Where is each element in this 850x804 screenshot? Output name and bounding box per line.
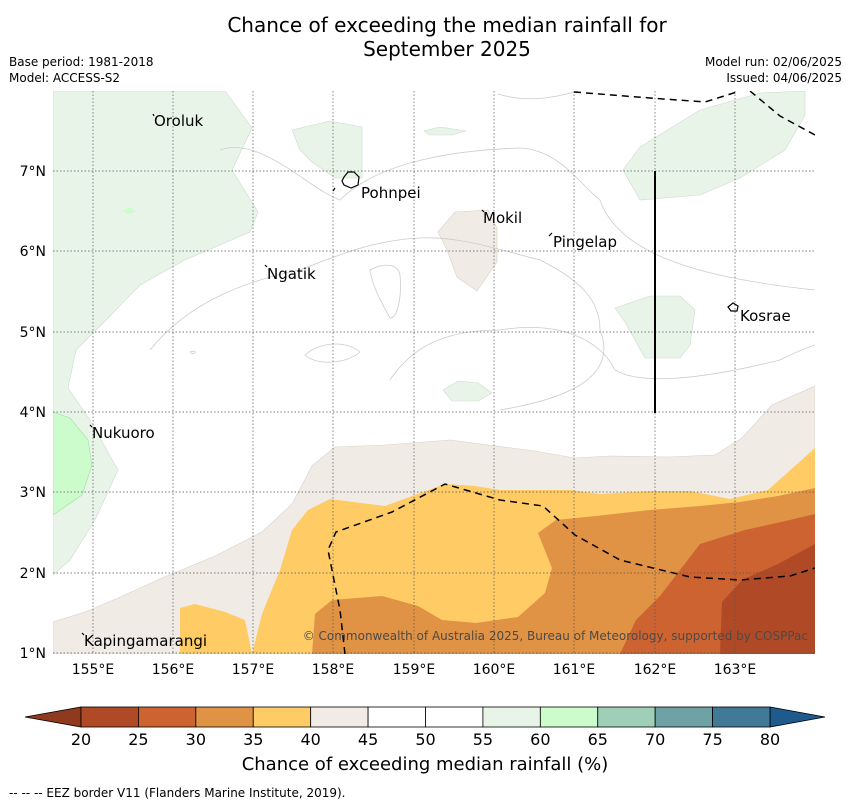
colorbar-tick-label: 50 (415, 730, 435, 749)
kosrae-island-icon (727, 302, 739, 312)
lat-label: 7°N (20, 164, 46, 180)
colorbar-tick-label: 70 (645, 730, 665, 749)
model-name: Model: ACCESS-S2 (9, 71, 121, 85)
place-oroluk: Oroluk (154, 112, 203, 130)
colorbar-under-arrow (24, 706, 82, 728)
probability-map: Oroluk Pohnpei Mokil Pingelap Ngatik Kos… (53, 91, 815, 654)
colorbar-segment (195, 706, 254, 728)
colorbar-tick-label: 30 (186, 730, 206, 749)
colorbar-tick-label: 25 (128, 730, 148, 749)
title-line-1: Chance of exceeding the median rainfall … (227, 13, 667, 37)
lat-label: 4°N (20, 405, 46, 421)
place-nukuoro: Nukuoro (92, 424, 155, 442)
green-zone-small-1 (442, 380, 493, 402)
eez-borders (327, 91, 815, 654)
colorbar-segment (654, 706, 713, 728)
nukuoro-marker (89, 424, 93, 428)
island-markers (81, 113, 739, 636)
colorbar-tick-label: 35 (243, 730, 263, 749)
place-ngatik: Ngatik (267, 265, 316, 283)
lon-label: 157°E (232, 662, 275, 678)
oroluk-marker (152, 113, 155, 117)
colorbar-segment (252, 706, 312, 728)
kapinga-marker (81, 632, 85, 636)
lat-label: 3°N (20, 485, 46, 501)
colorbar-tick-label: 80 (760, 730, 780, 749)
lon-label: 159°E (393, 662, 436, 678)
light-green-zone (53, 411, 93, 516)
colorbar-tick-label: 40 (300, 730, 320, 749)
place-mokil: Mokil (483, 209, 522, 227)
graticule (53, 91, 815, 654)
eez-legend-note: -- -- -- EEZ border V11 (Flanders Marine… (9, 786, 346, 800)
colorbar-segment (482, 706, 541, 728)
copyright-notice: © Commonwealth of Australia 2025, Bureau… (303, 629, 808, 643)
colorbar-tick-label: 45 (358, 730, 378, 749)
light-green-speck (122, 207, 136, 214)
colorbar-segment (425, 706, 484, 728)
green-zone-small-2 (423, 126, 467, 136)
colorbar-over-arrow (769, 706, 826, 728)
issued-date: Issued: 04/06/2025 (726, 71, 842, 85)
lon-label: 163°E (714, 662, 757, 678)
contour-lines (149, 91, 815, 411)
meta-right: Model run: 02/06/2025 Issued: 04/06/2025 (705, 54, 842, 86)
title-line-2: September 2025 (363, 37, 531, 61)
mokil-marker (481, 209, 485, 213)
latitude-labels: 7°N 6°N 5°N 4°N 3°N 2°N 1°N (20, 164, 46, 662)
colorbar-segment (597, 706, 656, 728)
green-zone-east (622, 91, 806, 201)
colorbar: 20 25 30 35 40 45 50 55 60 65 70 75 80 (24, 706, 826, 749)
colorbar-segment (539, 706, 599, 728)
colorbar-tick-label: 20 (71, 730, 91, 749)
lat-label: 1°N (20, 646, 46, 662)
colorbar-segment (80, 706, 139, 728)
lon-label: 161°E (553, 662, 596, 678)
pingelap-marker (548, 232, 553, 237)
colorbar-tick-label: 60 (530, 730, 550, 749)
ngatik-marker (264, 264, 268, 268)
place-pohnpei: Pohnpei (361, 184, 421, 202)
colorbar-segment (367, 706, 426, 728)
place-pingelap: Pingelap (553, 233, 617, 251)
colorbar-label: Chance of exceeding median rainfall (%) (241, 754, 609, 775)
model-run: Model run: 02/06/2025 (704, 55, 842, 69)
pohnpei-island-icon (341, 171, 360, 189)
brown-zone (720, 544, 815, 654)
base-period: Base period: 1981-2018 (9, 55, 154, 69)
pohnpei-islet-icon (332, 187, 336, 192)
lat-label: 5°N (20, 325, 46, 341)
green-zone-west (53, 91, 259, 576)
colorbar-segment (138, 706, 197, 728)
colorbar-segment (310, 706, 369, 728)
colorbar-segment (712, 706, 771, 728)
meta-left: Base period: 1981-2018 Model: ACCESS-S2 (9, 54, 154, 86)
green-zone-pohnpei (291, 120, 363, 179)
lat-label: 2°N (20, 566, 46, 582)
lat-label: 6°N (20, 244, 46, 260)
colorbar-tick-label: 75 (702, 730, 722, 749)
colorbar-tick-label: 55 (473, 730, 493, 749)
place-kosrae: Kosrae (740, 307, 791, 325)
lon-label: 160°E (473, 662, 516, 678)
lon-label: 156°E (152, 662, 195, 678)
lon-label: 155°E (72, 662, 115, 678)
beige-zone-mokil (437, 209, 498, 292)
place-kapingamarangi: Kapingamarangi (84, 632, 207, 650)
lon-label: 158°E (312, 662, 355, 678)
colorbar-tick-label: 65 (588, 730, 608, 749)
longitude-labels: 155°E 156°E 157°E 158°E 159°E 160°E 161°… (72, 662, 757, 678)
lon-label: 162°E (634, 662, 677, 678)
map-title: Chance of exceeding the median rainfall … (0, 13, 850, 61)
